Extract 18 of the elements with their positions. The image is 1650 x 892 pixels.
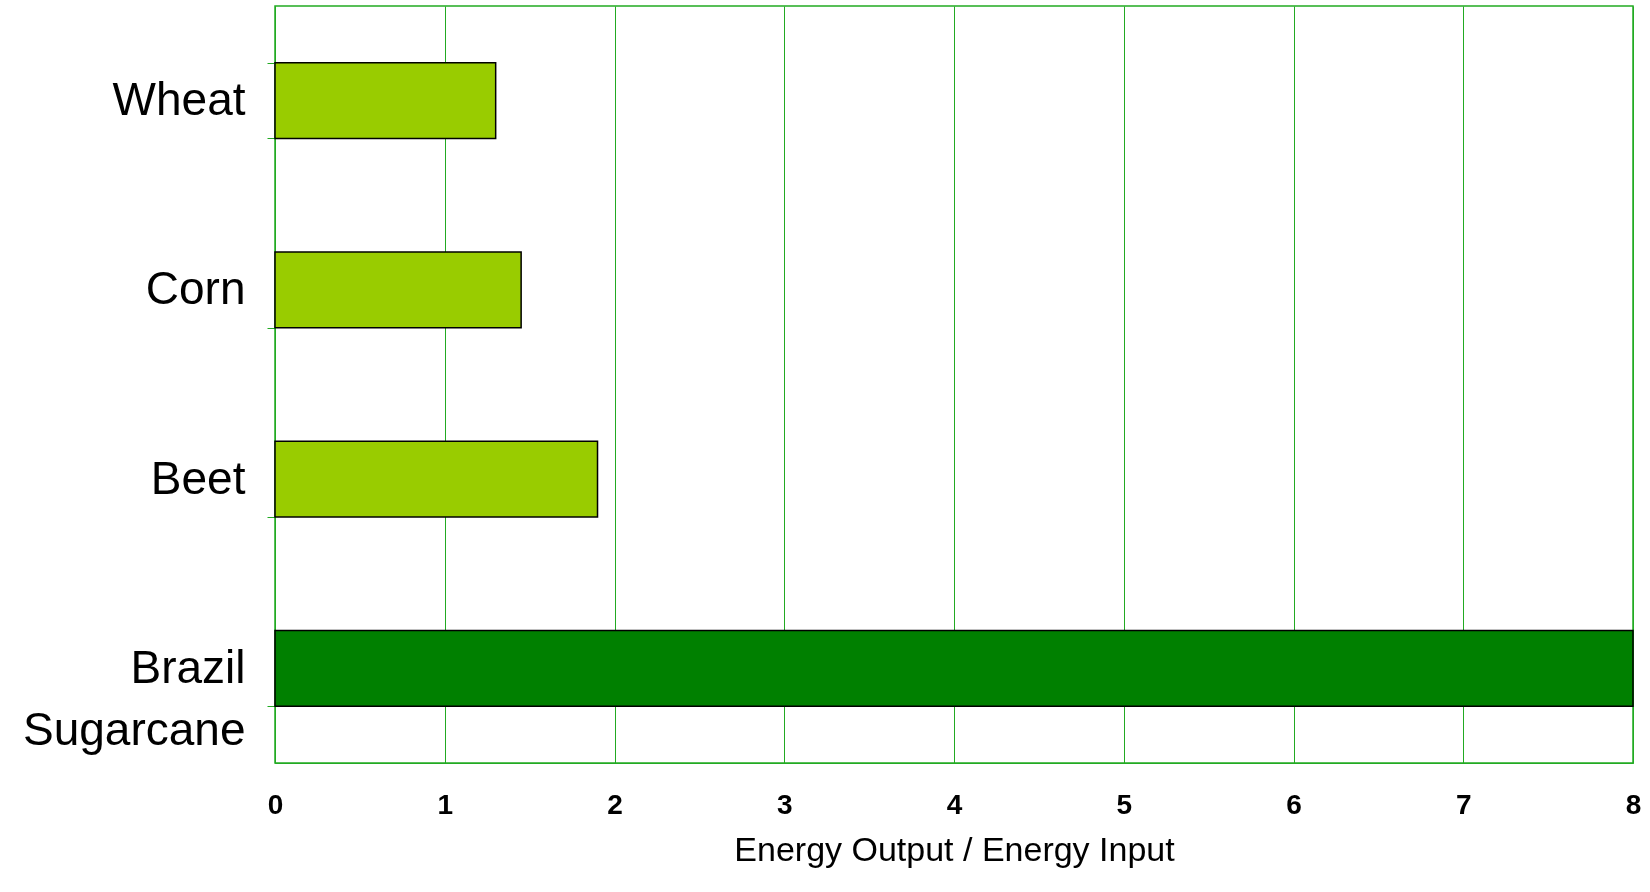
x-tick-label: 6 [1286,788,1302,820]
bar [274,440,599,518]
x-tick-label: 4 [946,788,963,820]
x-axis-title: Energy Output / Energy Input [734,829,1176,868]
y-tick-label: Brazil Sugarcane [23,640,246,755]
x-tick-label: 7 [1455,788,1472,820]
x-tick-label: 0 [267,788,284,820]
x-tick-label: 8 [1625,788,1642,820]
y-tick-label: Corn [145,262,246,315]
x-tick-label: 2 [607,788,623,820]
bar [274,251,522,329]
x-tick-label: 3 [776,788,793,820]
y-tick-label: Beet [150,451,246,504]
bar [274,62,497,140]
y-tick-label: Wheat [112,73,246,126]
bar [274,629,1634,707]
x-tick-label: 5 [1116,788,1133,820]
x-tick-label: 1 [437,788,454,820]
